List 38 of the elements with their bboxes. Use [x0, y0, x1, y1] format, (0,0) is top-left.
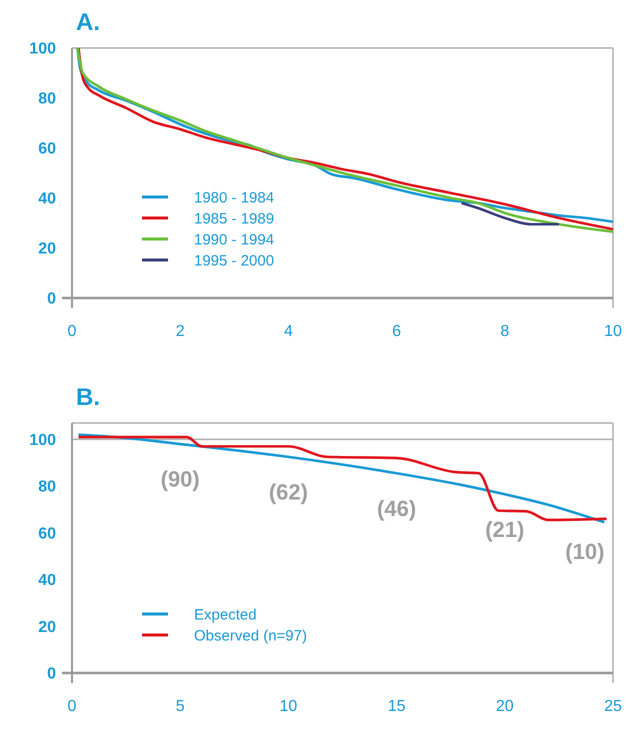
- y-tick-label: 80: [38, 478, 56, 496]
- annotation: (10): [565, 539, 604, 564]
- annotation: (21): [485, 516, 524, 542]
- x-tick-label: 0: [68, 698, 77, 715]
- x-tick-label: 15: [388, 698, 406, 715]
- x-tick-label: 4: [284, 323, 293, 340]
- legend-label: 1980 - 1984: [194, 189, 274, 206]
- x-tick-label: 8: [500, 323, 510, 340]
- legend-label: 1985 - 1989: [194, 210, 274, 228]
- chart-title: B.: [76, 384, 100, 411]
- y-tick-label: 0: [47, 666, 56, 683]
- y-tick-label: 100: [29, 40, 56, 58]
- y-tick-label: 40: [38, 190, 56, 208]
- x-tick-label: 25: [604, 698, 622, 715]
- x-tick-label: 6: [392, 323, 402, 340]
- legend-label: 1995 - 2000: [194, 252, 274, 270]
- chart-title: A.: [76, 9, 100, 36]
- annotation: (46): [377, 496, 416, 521]
- y-tick-label: 100: [29, 432, 56, 449]
- y-tick-label: 20: [38, 618, 56, 636]
- x-tick-label: 10: [280, 698, 298, 715]
- x-tick-label: 20: [496, 698, 514, 715]
- legend-label: 1990 - 1994: [194, 231, 274, 248]
- x-tick-label: 5: [176, 698, 185, 715]
- y-tick-label: 20: [38, 240, 56, 258]
- x-tick-label: 2: [176, 323, 185, 340]
- legend-label: Expected: [194, 606, 257, 624]
- y-tick-label: 60: [38, 525, 56, 542]
- y-tick-label: 60: [38, 140, 56, 158]
- annotation: (62): [268, 480, 308, 505]
- x-tick-label: 0: [68, 323, 77, 340]
- y-tick-label: 40: [38, 572, 56, 590]
- y-tick-label: 0: [47, 290, 56, 308]
- y-tick-label: 80: [38, 90, 56, 108]
- annotation: (90): [160, 466, 200, 492]
- legend-label: Observed (n=97): [194, 627, 307, 644]
- x-tick-label: 10: [604, 323, 622, 340]
- line-series: [460, 202, 560, 226]
